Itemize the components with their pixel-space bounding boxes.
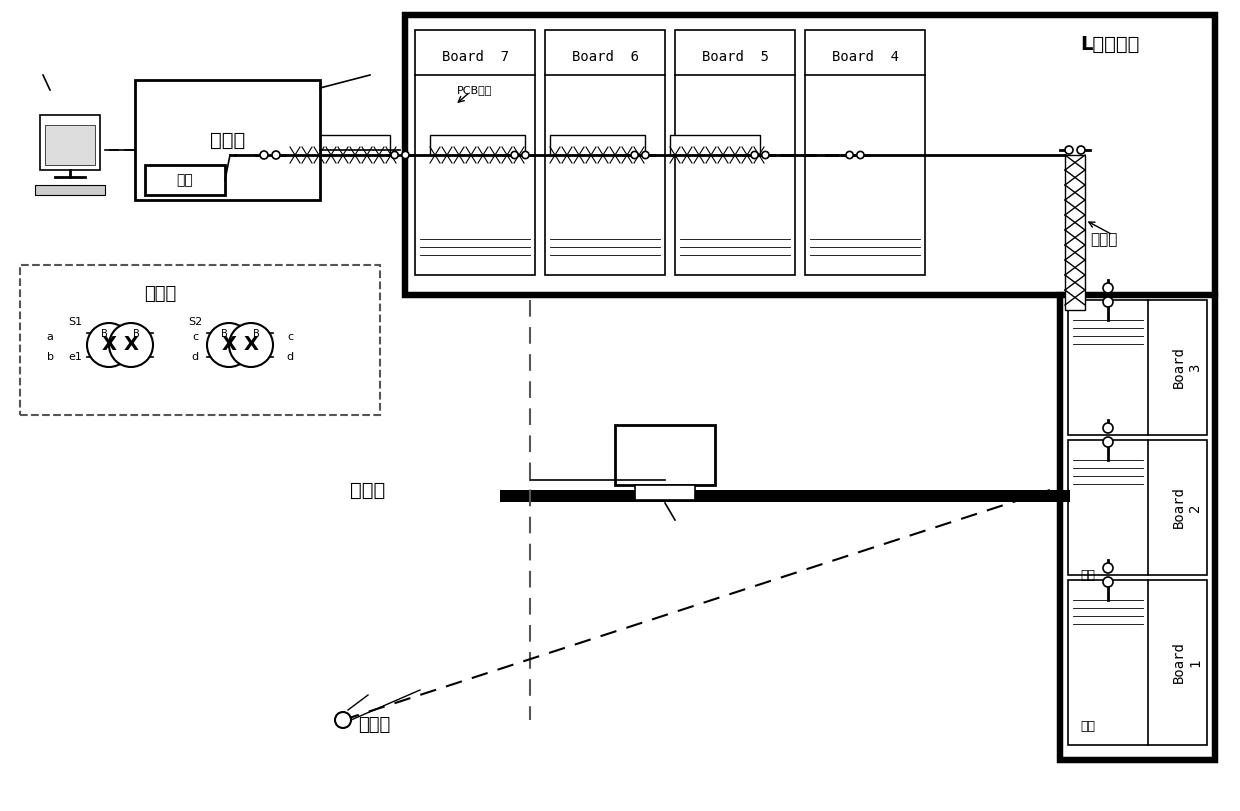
- Text: Board
1: Board 1: [1172, 642, 1202, 684]
- Text: Board
3: Board 3: [1172, 346, 1202, 388]
- FancyBboxPatch shape: [1068, 580, 1207, 745]
- Text: PCB定线: PCB定线: [458, 85, 492, 95]
- FancyBboxPatch shape: [675, 30, 795, 275]
- FancyBboxPatch shape: [1068, 300, 1207, 435]
- Circle shape: [1065, 146, 1073, 154]
- Text: d: d: [191, 352, 198, 362]
- FancyBboxPatch shape: [546, 30, 665, 275]
- Circle shape: [846, 152, 853, 159]
- Text: L型探测盒: L型探测盒: [1080, 35, 1140, 54]
- Circle shape: [1104, 577, 1114, 587]
- Text: X: X: [102, 336, 117, 354]
- FancyBboxPatch shape: [35, 185, 105, 195]
- FancyBboxPatch shape: [20, 265, 379, 415]
- FancyBboxPatch shape: [430, 135, 525, 155]
- Text: c: c: [286, 332, 293, 342]
- FancyBboxPatch shape: [40, 115, 100, 170]
- Circle shape: [272, 151, 280, 159]
- Circle shape: [751, 152, 758, 159]
- Circle shape: [260, 151, 268, 159]
- FancyBboxPatch shape: [805, 30, 925, 275]
- Circle shape: [857, 152, 864, 159]
- FancyBboxPatch shape: [290, 135, 391, 155]
- Text: 双绞线: 双绞线: [144, 285, 176, 303]
- Circle shape: [511, 152, 518, 159]
- FancyBboxPatch shape: [1065, 155, 1085, 310]
- Text: B: B: [221, 329, 227, 339]
- Circle shape: [761, 152, 769, 159]
- Text: 插座: 插座: [1080, 569, 1095, 582]
- Text: c: c: [192, 332, 198, 342]
- Text: 网口: 网口: [176, 173, 193, 187]
- Text: 射线源: 射线源: [358, 716, 391, 734]
- FancyBboxPatch shape: [135, 80, 320, 200]
- Text: S2: S2: [188, 317, 202, 327]
- Text: Board  7: Board 7: [441, 50, 508, 64]
- FancyBboxPatch shape: [415, 30, 534, 275]
- Text: b: b: [47, 352, 53, 362]
- FancyBboxPatch shape: [615, 425, 715, 485]
- Text: X: X: [124, 336, 139, 354]
- Text: B: B: [133, 329, 139, 339]
- Circle shape: [522, 152, 529, 159]
- Text: Board
2: Board 2: [1172, 487, 1202, 529]
- Text: S1: S1: [68, 317, 82, 327]
- FancyBboxPatch shape: [145, 165, 224, 195]
- Text: a: a: [47, 332, 53, 342]
- FancyBboxPatch shape: [1068, 440, 1207, 575]
- Circle shape: [1078, 146, 1085, 154]
- Text: e1: e1: [68, 352, 82, 362]
- Text: Board  6: Board 6: [572, 50, 639, 64]
- Circle shape: [391, 152, 398, 159]
- Circle shape: [335, 712, 351, 728]
- Text: Board  5: Board 5: [702, 50, 769, 64]
- Text: B: B: [100, 329, 108, 339]
- Circle shape: [631, 152, 639, 159]
- Circle shape: [1104, 423, 1114, 433]
- Circle shape: [642, 152, 649, 159]
- Circle shape: [1104, 297, 1114, 307]
- Text: d: d: [286, 352, 294, 362]
- FancyBboxPatch shape: [45, 125, 95, 165]
- Circle shape: [207, 323, 250, 367]
- Text: 传送带: 传送带: [350, 480, 386, 500]
- Text: X: X: [243, 336, 258, 354]
- Circle shape: [229, 323, 273, 367]
- Text: 插座: 插座: [1080, 720, 1095, 733]
- Circle shape: [1104, 283, 1114, 293]
- FancyBboxPatch shape: [500, 490, 1070, 502]
- Circle shape: [402, 152, 409, 159]
- Text: 传输板: 传输板: [210, 131, 246, 149]
- Text: 长排线: 长排线: [1090, 233, 1117, 247]
- Text: B: B: [253, 329, 259, 339]
- FancyBboxPatch shape: [551, 135, 645, 155]
- Circle shape: [1104, 437, 1114, 447]
- Text: Board  4: Board 4: [832, 50, 899, 64]
- FancyBboxPatch shape: [635, 485, 694, 500]
- FancyBboxPatch shape: [670, 135, 760, 155]
- Circle shape: [1104, 563, 1114, 573]
- Text: X: X: [222, 336, 237, 354]
- Circle shape: [109, 323, 153, 367]
- Circle shape: [87, 323, 131, 367]
